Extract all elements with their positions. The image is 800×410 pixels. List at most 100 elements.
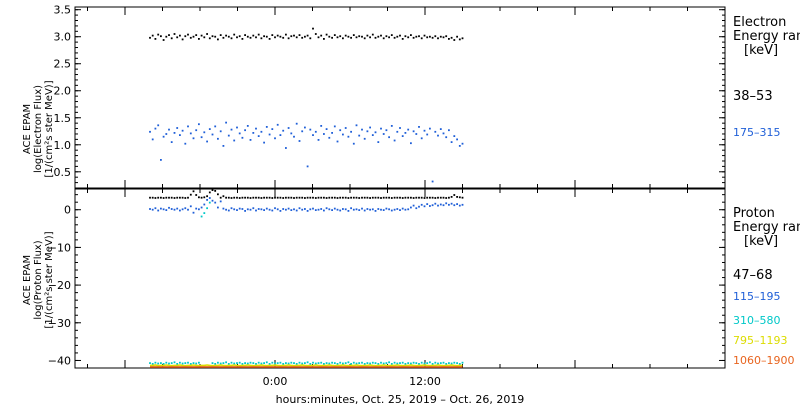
panel-1-series-1-point: [453, 204, 456, 207]
panel-0-series-0-point: [448, 38, 450, 40]
panel-0-series-1-point: [211, 133, 214, 136]
panel-1-series-2-point: [208, 201, 211, 204]
panel-0-series-1-point: [168, 128, 170, 131]
panel-1-series-1-point: [363, 209, 366, 212]
panel-0-series-1-point: [285, 147, 287, 149]
panel-0-series-1-point: [227, 134, 230, 137]
panel-0-series-0-point: [352, 34, 355, 36]
proton-ylabel: ACE EPAM log(Proton Flux) [1/(cm²s ster …: [22, 231, 55, 328]
panel-1-series-1-point: [257, 208, 260, 210]
panel-0-series-1-point: [461, 142, 464, 145]
panel-1-series-1-point: [203, 203, 206, 206]
panel-1-series-1-point: [173, 208, 176, 211]
panel-0-series-1-point: [252, 132, 255, 134]
panel-0-series-1-point: [192, 137, 195, 140]
panel-0-ytick-label: 2.0: [54, 85, 72, 98]
panel-0-series-1-point: [206, 140, 208, 143]
panel-1-series-1-point: [189, 205, 192, 208]
proton-legend-entry-47-68: 47–68: [733, 268, 773, 283]
panel-1-series-2-point: [285, 362, 287, 364]
panel-1-series-1-point: [298, 207, 301, 210]
panel-1-series-0-point: [344, 196, 347, 199]
panel-1-series-1-point: [385, 207, 388, 210]
panel-1-series-0-point: [276, 196, 279, 199]
panel-0-series-0-point: [410, 34, 412, 36]
panel-1-series-1-point: [431, 204, 434, 207]
panel-1-series-1-point: [255, 209, 257, 212]
panel-0-series-0-point: [244, 34, 246, 36]
panel-0-series-0-point: [385, 35, 388, 38]
panel-0-series-1-point: [401, 135, 404, 137]
panel-1-series-0-point: [380, 197, 382, 199]
panel-1-series-1-point: [323, 209, 325, 212]
panel-1-series-1-point: [265, 207, 268, 210]
panel-1-series-2-point: [328, 362, 331, 365]
panel-0-series-0-point: [350, 36, 352, 39]
panel-1-series-1-point: [184, 207, 187, 210]
panel-1-series-2-point: [263, 362, 265, 364]
panel-0-series-1-point: [388, 136, 390, 139]
panel-0-ytick-label: 3.0: [54, 31, 72, 44]
proton-ylabel-line-2: log(Proton Flux): [33, 240, 44, 319]
panel-1-series-0-point: [352, 196, 355, 199]
panel-1-series-0-point: [420, 196, 423, 199]
panel-1-series-2-point: [445, 363, 448, 365]
panel-1-series-1-point: [149, 208, 151, 210]
panel-1-series-2-point: [244, 362, 246, 364]
panel-0-ytick-label: 1.5: [54, 112, 72, 125]
panel-1-series-2-point: [388, 361, 390, 364]
panel-1-series-2-point: [450, 362, 453, 365]
panel-0-series-0-point: [371, 33, 374, 36]
panel-1-series-0-point: [151, 196, 154, 199]
panel-0-series-0-point: [217, 38, 219, 41]
panel-0-series-1-point: [415, 133, 418, 135]
panel-0-series-0-point: [263, 35, 265, 38]
proton-legend-entry-115-195: 115–195: [733, 290, 781, 303]
panel-1-series-2-point: [355, 362, 358, 365]
panel-1-series-0-point: [458, 196, 461, 199]
panel-1-series-0-point: [366, 196, 369, 199]
panel-1-series-2-point: [157, 362, 160, 365]
panel-0-series-0-point: [236, 36, 238, 39]
electron-panel-ytick-labels: 3.5 3.0 2.5 2.0 1.5 1.0 0.5: [54, 4, 72, 179]
electron-legend-title-2: Energy ran: [733, 29, 800, 44]
panel-1-series-0-point: [453, 194, 456, 196]
panel-1-series-0-point: [244, 196, 246, 199]
panel-1-series-1-point: [342, 208, 344, 210]
panel-0-series-1-point: [179, 134, 181, 136]
panel-1-series-0-point: [450, 196, 453, 198]
panel-1-series-0-point: [382, 196, 385, 199]
panel-1-series-2-point: [325, 362, 328, 364]
panel-1-series-0-point: [355, 196, 358, 199]
panel-1-series-1-point: [279, 210, 282, 212]
panel-1-series-0-point: [361, 196, 363, 199]
panel-0-series-1-point: [257, 135, 260, 137]
panel-1-series-0-point: [333, 196, 336, 199]
panel-0-series-1-point: [200, 136, 203, 139]
panel-1-series-0-point: [154, 197, 157, 199]
panel-1-series-2-point: [437, 362, 439, 365]
panel-1-series-2-point: [219, 362, 222, 365]
panel-1-series-2-point: [320, 361, 323, 364]
panel-0-series-1-point: [187, 125, 189, 128]
panel-0-ytick-label: 2.5: [54, 58, 72, 71]
panel-0-series-1-point: [390, 125, 393, 127]
panel-1-series-2-point: [206, 207, 208, 210]
panel-1-series-1-point: [344, 208, 347, 211]
panel-1-series-0-point: [222, 195, 225, 198]
panel-1-series-2-point: [170, 362, 173, 364]
panel-1-series-2-point: [200, 215, 203, 218]
panel-1-series-1-point: [181, 208, 184, 211]
panel-1-series-0-point: [434, 197, 437, 199]
panel-1-series-1-point: [331, 209, 333, 211]
panel-1-series-0-point: [184, 197, 187, 199]
panel-1-series-1-point: [165, 209, 168, 211]
panel-1-series-0-point: [268, 196, 271, 199]
electron-legend: Electron Energy ran [keV] 38–53 175–315: [733, 15, 800, 139]
panel-1-series-1-point: [442, 204, 445, 207]
panel-0-series-1-point: [203, 131, 206, 134]
panel-1-series-2-point: [396, 362, 399, 365]
panel-0-series-1-point: [298, 140, 301, 142]
panel-1-series-2-point: [461, 361, 464, 364]
panel-0-series-1-point: [149, 130, 151, 133]
